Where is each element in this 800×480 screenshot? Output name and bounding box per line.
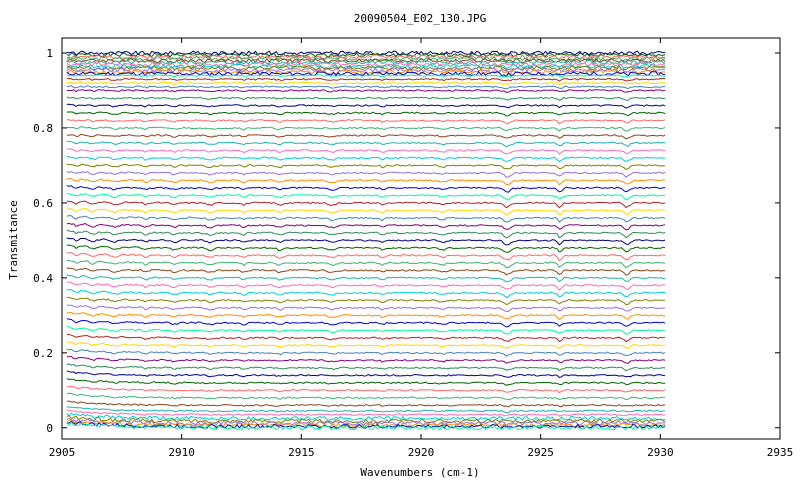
spectrum-series-line xyxy=(66,363,666,372)
x-axis-label: Wavenumbers (cm-1) xyxy=(360,466,479,479)
spectrum-series-line xyxy=(66,355,666,364)
spectrum-series-line xyxy=(66,111,666,117)
spectrum-series-line xyxy=(66,318,666,328)
spectrum-series-line xyxy=(66,311,666,320)
spectrum-series-line xyxy=(66,420,666,428)
spectrum-series-line xyxy=(66,341,666,350)
spectrum-series-line xyxy=(66,378,666,386)
spectrum-series-line xyxy=(66,192,666,201)
spectrum-series-line xyxy=(66,296,666,306)
spectrum-series-line xyxy=(66,237,666,246)
series-group xyxy=(66,50,666,431)
spectrum-series-line xyxy=(66,281,666,291)
spectrum-series-line xyxy=(66,208,666,216)
spectrum-series-line xyxy=(66,409,666,417)
spectrum-series-line xyxy=(66,96,666,101)
x-tick-label: 2915 xyxy=(288,446,315,459)
spectrum-series-line xyxy=(66,400,666,408)
chart-title: 20090504_E02_130.JPG xyxy=(354,12,486,25)
spectrum-series-line xyxy=(66,119,666,125)
x-tick-label: 2920 xyxy=(408,446,435,459)
spectrum-series-line xyxy=(66,63,666,70)
spectrum-series-line xyxy=(66,77,666,82)
spectrum-series-line xyxy=(66,421,666,431)
spectrum-series-line xyxy=(66,163,666,170)
y-tick-label: 0.4 xyxy=(33,272,53,285)
spectrum-series-line xyxy=(66,304,666,313)
y-tick-label: 0.6 xyxy=(33,197,53,210)
spectrum-series-line xyxy=(66,133,666,140)
spectrum-series-line xyxy=(66,89,666,93)
spectrum-series-line xyxy=(66,57,666,64)
spectrum-series-line xyxy=(66,50,666,56)
spectrum-series-line xyxy=(66,229,666,239)
spectrum-series-line xyxy=(66,244,666,253)
spectrum-series-line xyxy=(66,148,666,156)
y-axis-label: Transmitance xyxy=(7,200,20,279)
spectrum-series-line xyxy=(66,273,666,283)
x-tick-label: 2910 xyxy=(168,446,195,459)
spectrum-series-line xyxy=(66,103,666,109)
spectrum-series-line xyxy=(66,385,666,394)
spectrum-series-line xyxy=(66,392,666,401)
spectrum-series-line xyxy=(66,267,666,276)
spectrum-series-line xyxy=(66,65,666,71)
spectrum-series-line xyxy=(66,156,666,163)
spectrum-series-line xyxy=(66,406,666,414)
spectrum-series-line xyxy=(66,140,666,148)
spectrum-series-line xyxy=(66,185,666,193)
spectrum-series-line xyxy=(66,326,666,335)
spectrum-series-line xyxy=(66,177,666,186)
spectrum-series-line xyxy=(66,252,666,262)
spectrum-series-line xyxy=(66,81,666,86)
spectrum-series-line xyxy=(66,70,666,78)
spectrum-series-line xyxy=(66,126,666,132)
y-tick-label: 1 xyxy=(46,47,53,60)
x-tick-label: 2905 xyxy=(49,446,76,459)
spectrum-series-line xyxy=(66,85,666,90)
spectrum-series-line xyxy=(66,348,666,357)
spectrum-series-line xyxy=(66,54,666,60)
x-axis: 2905 2910 2915 2920 2925 2930 2935 xyxy=(49,38,794,459)
y-axis: 0 0.2 0.4 0.6 0.8 1 xyxy=(33,47,780,435)
spectrum-series-line xyxy=(66,414,666,425)
x-tick-label: 2930 xyxy=(647,446,674,459)
spectrum-series-line xyxy=(66,69,666,76)
spectrum-series-line xyxy=(66,333,666,343)
spectrum-series-line xyxy=(66,61,666,68)
y-tick-label: 0.2 xyxy=(33,347,53,360)
y-tick-label: 0 xyxy=(46,422,53,435)
x-tick-label: 2925 xyxy=(527,446,554,459)
spectrum-series-line xyxy=(66,370,666,378)
spectrum-series-line xyxy=(66,259,666,269)
spectrum-series-line xyxy=(66,215,666,223)
y-tick-label: 0.8 xyxy=(33,122,53,135)
spectrum-series-line xyxy=(66,222,666,231)
spectrum-series-line xyxy=(66,171,666,178)
spectrum-series-line xyxy=(66,289,666,299)
x-tick-label: 2935 xyxy=(767,446,794,459)
spectrum-series-line xyxy=(66,200,666,209)
spectrum-series-line xyxy=(66,417,666,427)
spectrum-series-line xyxy=(66,74,666,78)
